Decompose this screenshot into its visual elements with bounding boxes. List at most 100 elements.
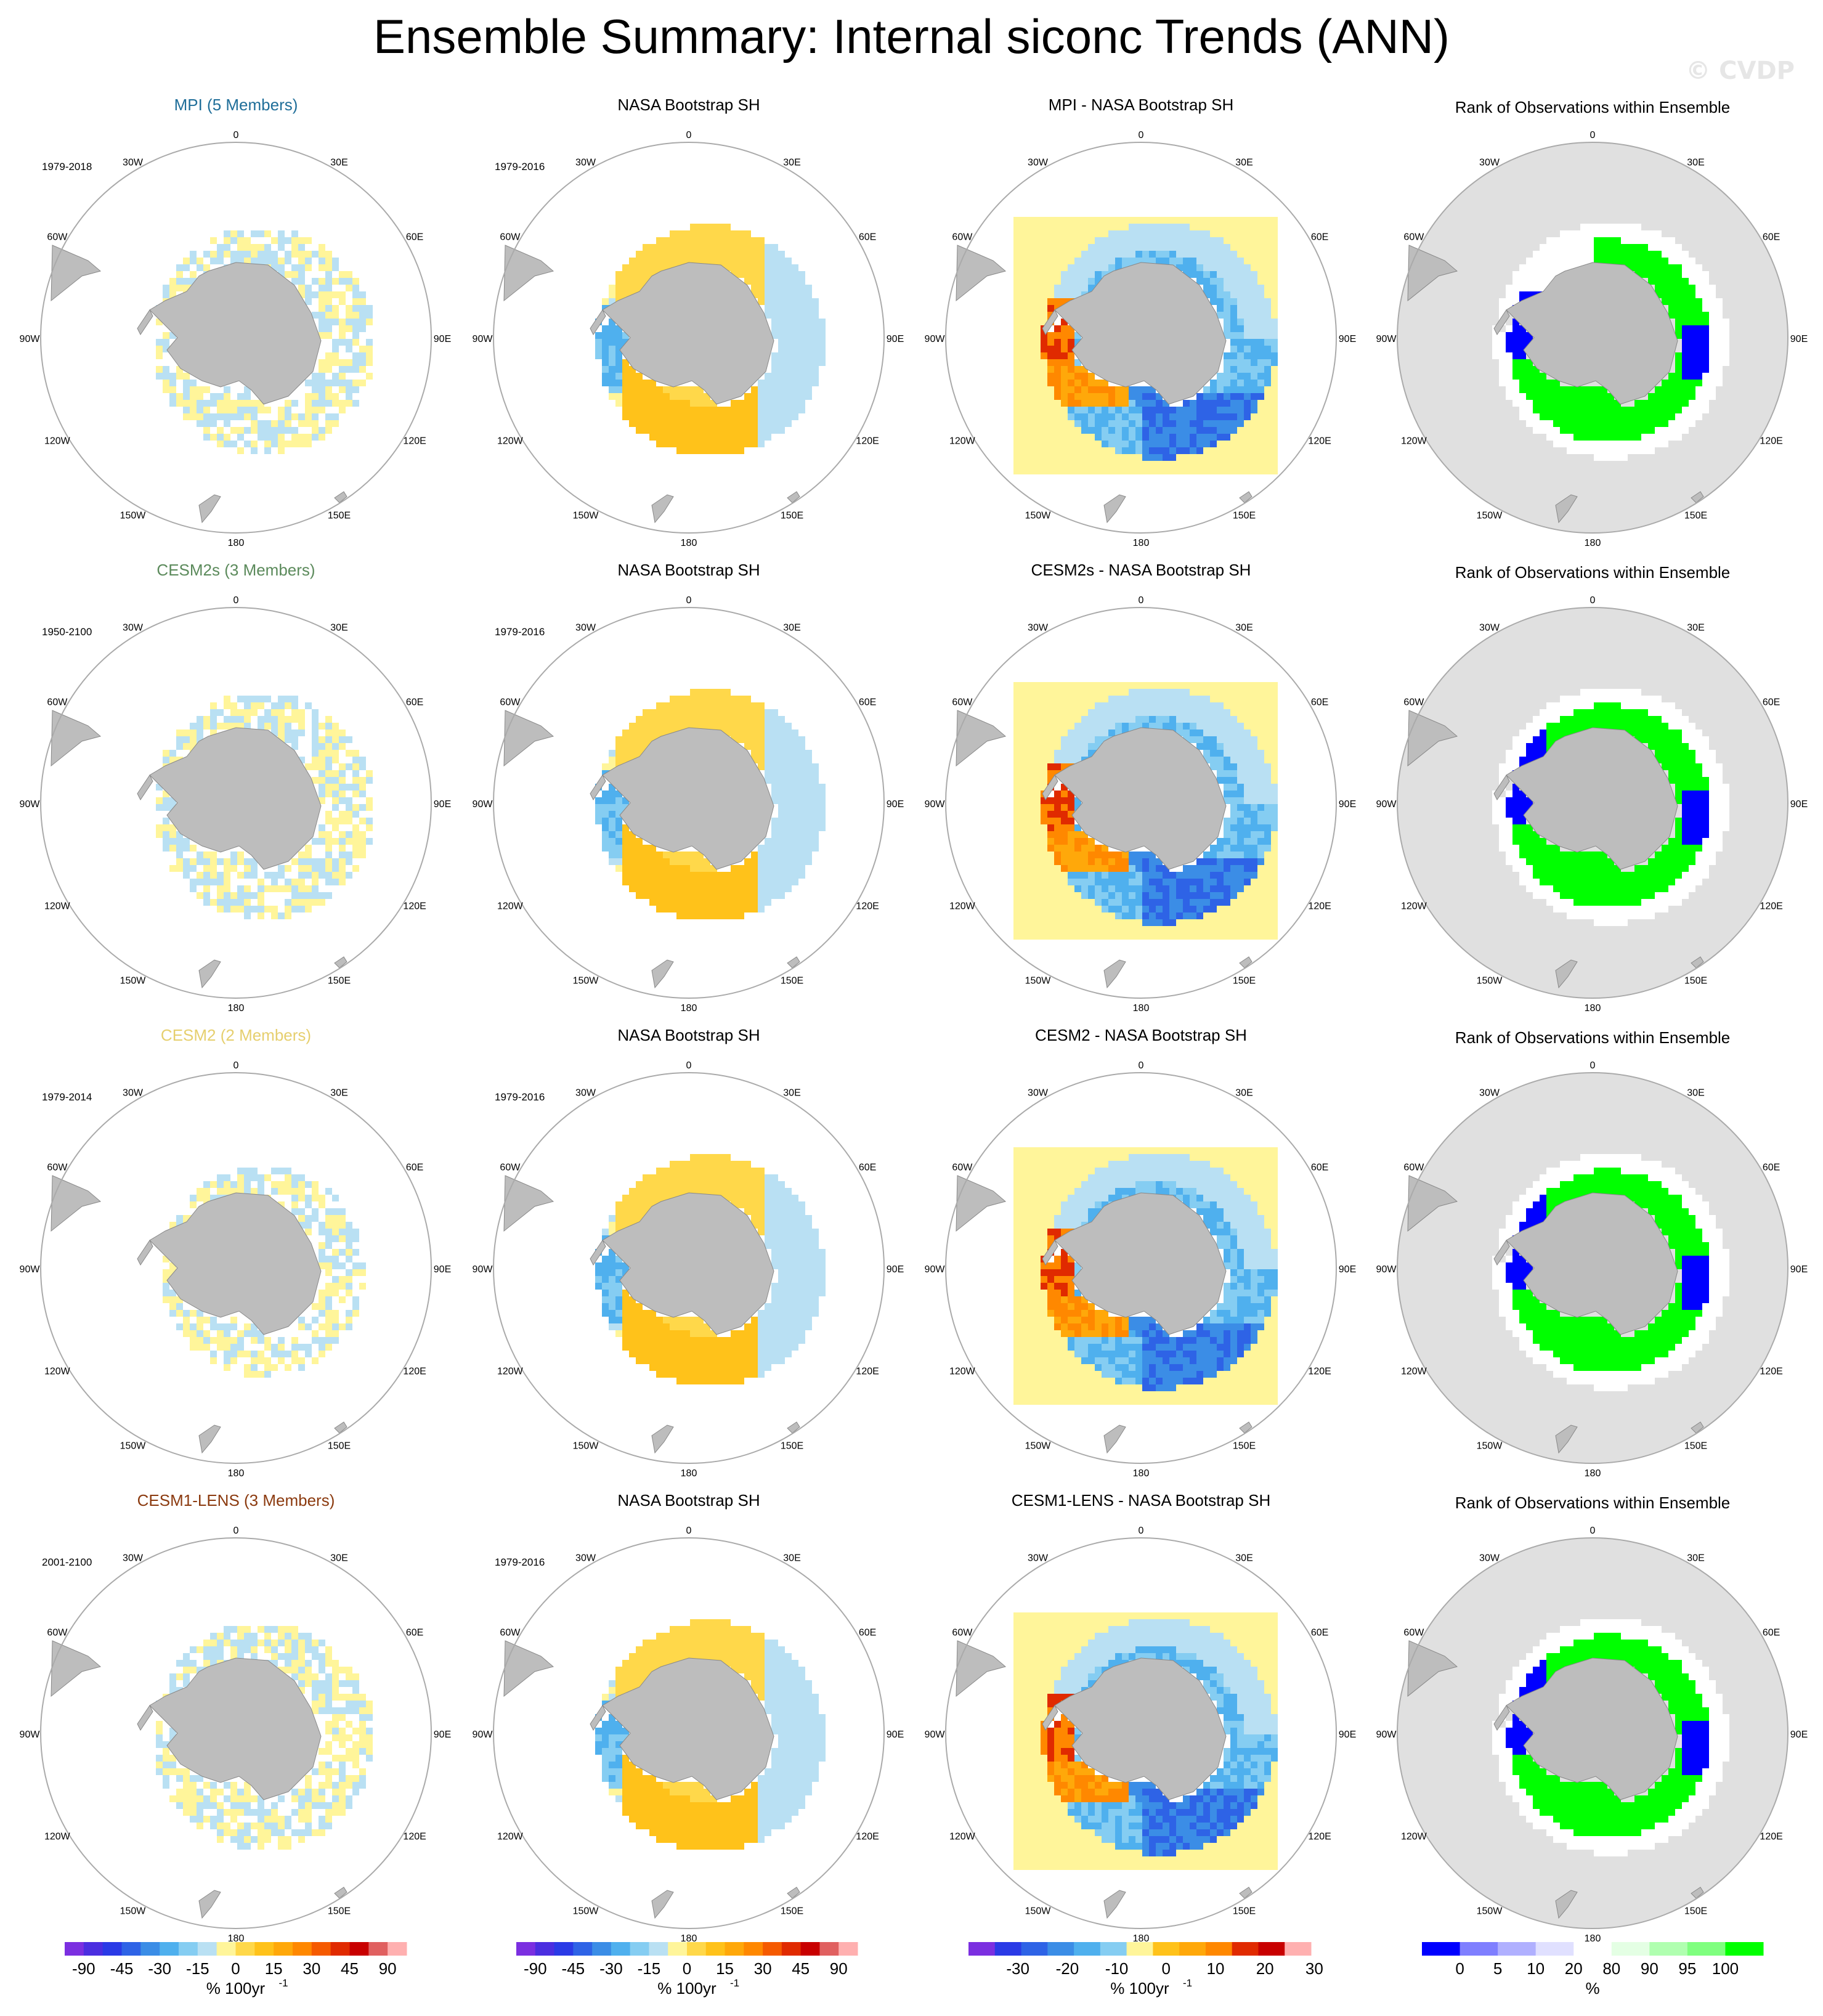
grid-cell <box>325 420 332 427</box>
grid-cell <box>1230 217 1237 224</box>
grid-cell <box>1061 811 1068 818</box>
grid-cell <box>1251 359 1257 366</box>
grid-cell <box>697 709 704 716</box>
grid-cell <box>697 434 704 441</box>
grid-cell <box>1210 919 1217 926</box>
grid-cell <box>785 366 792 373</box>
grid-cell <box>1074 879 1081 885</box>
grid-cell <box>1068 702 1074 709</box>
grid-cell <box>1702 380 1709 386</box>
grid-cell <box>609 332 615 339</box>
grid-cell <box>1041 750 1047 757</box>
grid-cell <box>278 865 285 872</box>
grid-cell <box>737 716 744 723</box>
grid-cell <box>1041 366 1047 373</box>
map-panel-r1-c4: Rank of Observations within Ensemble030E… <box>1376 98 1808 548</box>
grid-cell <box>1244 305 1251 312</box>
grid-cell <box>751 237 758 244</box>
grid-cell <box>352 278 359 285</box>
grid-cell <box>1237 366 1244 373</box>
grid-cell <box>1102 244 1108 251</box>
grid-cell <box>1203 872 1210 879</box>
grid-cell <box>1041 346 1047 352</box>
grid-cell <box>244 413 251 420</box>
grid-cell <box>649 736 656 743</box>
grid-cell <box>812 811 819 818</box>
grid-cell <box>1224 797 1230 804</box>
grid-cell <box>1088 447 1095 454</box>
grid-cell <box>629 420 636 427</box>
grid-cell <box>319 298 325 305</box>
grid-cell <box>771 380 778 386</box>
grid-cell <box>1068 912 1074 919</box>
grid-cell <box>1251 332 1257 339</box>
grid-cell <box>1668 271 1675 278</box>
grid-cell <box>1115 906 1122 912</box>
grid-cell <box>305 892 312 899</box>
grid-cell <box>1129 224 1135 230</box>
grid-cell <box>325 366 332 373</box>
grid-cell <box>1634 258 1641 264</box>
grid-cell <box>1689 393 1695 400</box>
grid-cell <box>332 312 339 319</box>
grid-cell <box>366 346 373 352</box>
grid-cell <box>1668 291 1675 298</box>
grid-cell <box>812 777 819 784</box>
grid-cell <box>1061 933 1068 940</box>
grid-cell <box>765 709 771 716</box>
grid-cell <box>1723 332 1729 339</box>
grid-cell <box>1251 373 1257 380</box>
grid-cell <box>1034 244 1041 251</box>
grid-cell <box>629 852 636 858</box>
grid-cell <box>1081 434 1088 441</box>
grid-cell <box>1601 244 1607 251</box>
grid-cell <box>1196 224 1203 230</box>
grid-cell <box>312 251 319 258</box>
grid-cell <box>203 420 210 427</box>
grid-cell <box>1108 730 1115 736</box>
grid-cell <box>1230 380 1237 386</box>
grid-cell <box>1203 244 1210 251</box>
grid-cell <box>1163 865 1169 872</box>
grid-cell <box>758 899 765 906</box>
grid-cell <box>609 818 615 824</box>
grid-cell <box>731 716 737 723</box>
grid-cell <box>771 763 778 770</box>
grid-cell <box>805 770 812 777</box>
grid-cell <box>1271 285 1278 291</box>
grid-cell <box>636 373 643 380</box>
grid-cell <box>1580 420 1587 427</box>
grid-cell <box>230 237 237 244</box>
grid-cell <box>1047 919 1054 926</box>
grid-cell <box>792 831 798 838</box>
grid-cell <box>1013 380 1020 386</box>
grid-cell <box>1054 736 1061 743</box>
grid-cell <box>1628 702 1634 709</box>
grid-cell <box>744 872 751 879</box>
grid-cell <box>1230 224 1237 230</box>
grid-cell <box>771 305 778 312</box>
grid-cell <box>1244 872 1251 879</box>
grid-cell <box>1553 716 1560 723</box>
grid-cell <box>609 352 615 359</box>
grid-cell <box>1217 305 1224 312</box>
grid-cell <box>278 912 285 919</box>
grid-cell <box>1264 278 1271 285</box>
grid-cell <box>1689 258 1695 264</box>
grid-cell <box>1047 730 1054 736</box>
grid-cell <box>1068 325 1074 332</box>
grid-cell <box>1149 885 1156 892</box>
grid-cell <box>622 413 629 420</box>
grid-cell <box>1601 420 1607 427</box>
grid-cell <box>819 352 826 359</box>
grid-cell <box>1183 702 1190 709</box>
grid-cell <box>1020 818 1027 824</box>
grid-cell <box>1533 407 1540 413</box>
grid-cell <box>1621 237 1628 244</box>
grid-cell <box>1190 933 1196 940</box>
grid-cell <box>1648 702 1655 709</box>
grid-cell <box>704 709 710 716</box>
grid-cell <box>1027 298 1034 305</box>
grid-cell <box>1251 879 1257 885</box>
grid-cell <box>1061 413 1068 420</box>
